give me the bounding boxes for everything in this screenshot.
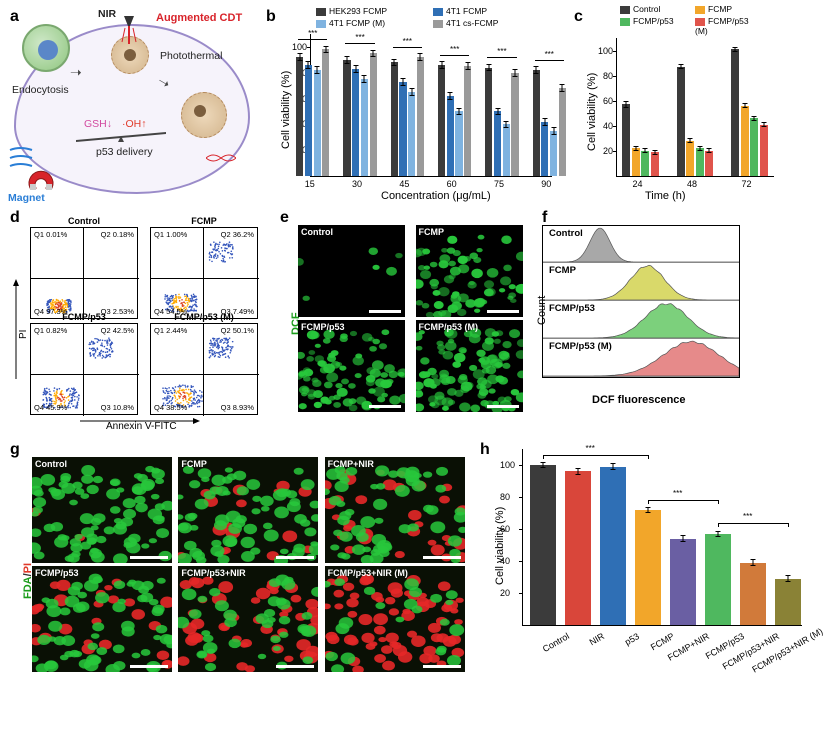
nanoparticle-open-icon [181, 92, 227, 138]
panel-b: b 20 40 60 80 100 Cell viability (%)Conc… [262, 6, 564, 201]
magnet-label: Magnet [8, 192, 45, 204]
panel-a-label: a [10, 8, 19, 26]
histogram-row: FCMP/p53 [543, 301, 739, 339]
panel-c: c 20 40 60 80 100 Cell viability (%)Time… [570, 6, 784, 201]
count-axis-label: Count [536, 296, 548, 325]
facs-plot: FCMP/p53 (M) Q1 2.44% Q2 50.1% Q3 8.93% … [150, 323, 258, 415]
dna-icon [206, 154, 236, 162]
micrograph: FCMP/p53 (M) [416, 320, 523, 412]
cdt-label: Augmented CDT [156, 12, 242, 24]
micrograph: FCMP/p53+NIR (M) [325, 566, 465, 672]
micrograph: FCMP/p53 [298, 320, 405, 412]
panel-d: d Control Q1 0.01% Q2 0.18% Q3 2.53% Q4 … [6, 207, 270, 433]
histogram-row: Control [543, 225, 739, 263]
panel-f-label: f [542, 209, 547, 227]
micrograph: FCMP/p53+NIR [178, 566, 318, 672]
gsh-label: GSH↓ [84, 118, 112, 130]
x-arrow-icon [80, 417, 200, 425]
facs-plot: FCMP/p53 Q1 0.82% Q2 42.5% Q3 10.8% Q4 4… [30, 323, 138, 415]
micro-grid-g: Control FCMP FCMP+NIR FCMP/p53 FCMP/p53+… [6, 439, 470, 674]
figure: a NIR Augmented CDT Photothermal Endocyt… [0, 0, 823, 697]
micro-grid-e: Control FCMP FCMP/p53 FCMP/p53 (M) [276, 207, 532, 414]
endocytosis-label: Endocytosis [12, 84, 69, 96]
panel-d-label: d [10, 209, 20, 227]
magnet-field-icon [8, 146, 34, 170]
panel-c-label: c [574, 8, 583, 26]
arrow-icon: ➝ [70, 64, 82, 81]
facs-plot: Control Q1 0.01% Q2 0.18% Q3 2.53% Q4 97… [30, 227, 138, 319]
panel-h-label: h [480, 441, 490, 459]
oh-label: ·OH↑ [122, 118, 147, 130]
panel-g-label: g [10, 441, 20, 459]
panel-e: e DCF Control FCMP FCMP/p53 FCMP/p53 (M) [276, 207, 532, 433]
y-arrow-icon [12, 279, 20, 379]
panel-h: h 20 40 60 80 100 Cell viability (%) Con… [476, 439, 816, 685]
laser-icon [118, 16, 140, 46]
micrograph: FCMP [178, 457, 318, 563]
panel-g: g FDA/PI Control FCMP FCMP+NIR FCMP/p53 … [6, 439, 470, 685]
panel-b-label: b [266, 8, 276, 26]
balance-icon [76, 132, 166, 142]
histogram-stack: Control FCMP FCMP/p53 FCMP/p53 (M) [542, 225, 740, 378]
micrograph: Control [298, 225, 405, 317]
endosome-icon [22, 24, 70, 72]
panel-e-label: e [280, 209, 289, 227]
histogram-row: FCMP/p53 (M) [543, 339, 739, 377]
micrograph: FCMP/p53 [32, 566, 172, 672]
dcf-fluor-axis-label: DCF fluorescence [592, 394, 686, 406]
panel-f: f Control FCMP FCMP/p53 FCMP/p53 (M) Cou… [538, 207, 744, 402]
facs-grid: Control Q1 0.01% Q2 0.18% Q3 2.53% Q4 97… [6, 207, 270, 433]
micrograph: FCMP [416, 225, 523, 317]
micrograph: Control [32, 457, 172, 563]
nir-label: NIR [98, 8, 116, 20]
photothermal-label: Photothermal [160, 50, 222, 62]
facs-plot: FCMP Q1 1.00% Q2 36.2% Q3 7.49% Q4 54.5% [150, 227, 258, 319]
micrograph: FCMP+NIR [325, 457, 465, 563]
p53-label: p53 delivery [96, 146, 153, 158]
histogram-row: FCMP [543, 263, 739, 301]
panel-a: a NIR Augmented CDT Photothermal Endocyt… [6, 6, 256, 201]
